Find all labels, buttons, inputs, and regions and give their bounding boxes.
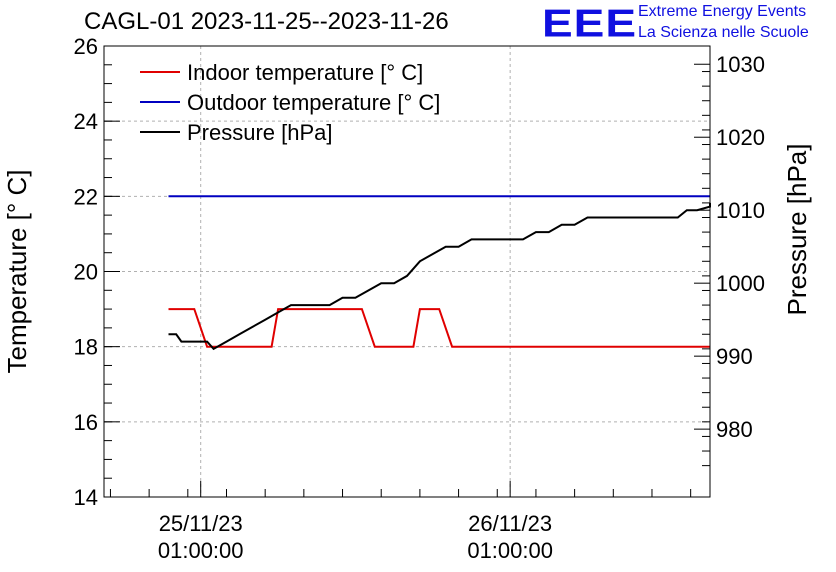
- legend-label-2: Outdoor temperature [° C]: [187, 90, 440, 115]
- y2-tick-label: 1000: [716, 271, 765, 296]
- y2-axis-title: Pressure [hPa]: [782, 144, 812, 316]
- chart-title: CAGL-01 2023-11-25--2023-11-26: [84, 8, 449, 35]
- y-tick-label: 24: [74, 109, 98, 134]
- series-layer: [168, 195, 711, 351]
- y2-tick-label: 1010: [716, 198, 765, 223]
- axes: 14 16 18 20 22 24 26 980 990 1000 1010 1020 1030 25/1…: [2, 34, 812, 563]
- y2-tick-label: 990: [716, 344, 753, 369]
- y-axis-title: Temperature [° C]: [2, 169, 32, 373]
- x-tick-label-date: 26/11/23: [468, 511, 552, 536]
- y-tick-label: 20: [74, 260, 98, 285]
- legend-label-1: Indoor temperature [° C]: [187, 60, 423, 85]
- y-tick-label: 18: [74, 335, 98, 360]
- logo-line-2: La Scienza nelle Scuole: [638, 24, 809, 41]
- logo-line-1: Extreme Energy Events: [638, 3, 807, 20]
- legend-label-3: Pressure [hPa]: [187, 120, 333, 145]
- y-tick-label: 26: [74, 34, 98, 59]
- series-line-3: [168, 202, 711, 351]
- y2-tick-label: 1030: [716, 52, 765, 77]
- y2-tick-label: 980: [716, 417, 753, 442]
- legend: Indoor temperature [° C] Outdoor temperat…: [140, 60, 440, 145]
- y-tick-label: 14: [74, 485, 98, 510]
- y-tick-label: 16: [74, 410, 98, 435]
- x-tick-label-time: 01:00:00: [158, 538, 244, 563]
- y-tick-label: 22: [74, 184, 98, 209]
- eee-logo: EEE: [542, 0, 638, 46]
- y2-tick-label: 1020: [716, 125, 765, 150]
- x-tick-label-date: 25/11/23: [159, 511, 243, 536]
- x-tick-label-time: 01:00:00: [467, 538, 553, 563]
